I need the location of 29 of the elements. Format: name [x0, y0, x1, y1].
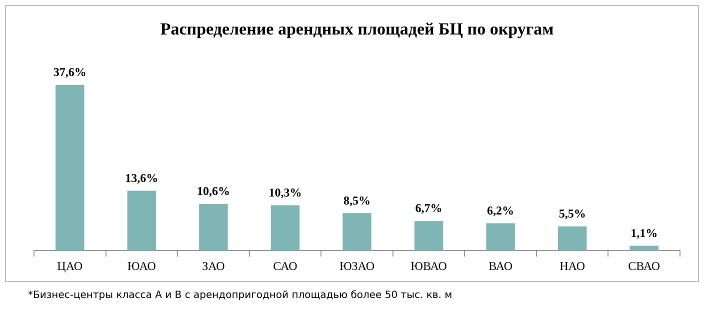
- x-tick-label: ЗАО: [202, 258, 226, 273]
- data-label: 6,7%: [415, 201, 442, 216]
- chart-title: Распределение арендных площадей БЦ по округам: [160, 20, 554, 39]
- bar: [558, 226, 587, 251]
- x-tick-label: ВАО: [488, 258, 513, 273]
- bar: [270, 205, 300, 251]
- bar: [342, 213, 372, 251]
- bar: [199, 204, 228, 251]
- data-label: 1,1%: [630, 226, 658, 240]
- bar: [486, 223, 515, 251]
- x-tick-label: ЦАО: [57, 258, 83, 273]
- x-tick-label: САО: [273, 258, 298, 273]
- x-tick-label: ЮАО: [127, 258, 156, 273]
- data-label: 8,5%: [344, 193, 370, 208]
- data-label: 10,3%: [268, 185, 302, 200]
- data-label: 6,2%: [487, 203, 514, 218]
- data-label: 10,6%: [196, 184, 230, 198]
- x-tick-label: НАО: [560, 258, 586, 273]
- data-label: 37,6%: [53, 65, 86, 80]
- bar: [630, 246, 658, 251]
- x-tick-label: СВАО: [628, 258, 660, 273]
- data-label: 13,6%: [125, 170, 158, 185]
- bar: [56, 84, 84, 251]
- x-tick-label: ЮВАО: [410, 258, 448, 273]
- text: *Бизнес-центры класса А и В с арендопригодной площадью более 50 тыс. кв. м: [28, 290, 452, 301]
- data-label: 5,5%: [558, 206, 586, 220]
- bar: [414, 221, 444, 251]
- bar: [127, 190, 156, 251]
- x-tick-label: ЮЗАО: [339, 258, 375, 273]
